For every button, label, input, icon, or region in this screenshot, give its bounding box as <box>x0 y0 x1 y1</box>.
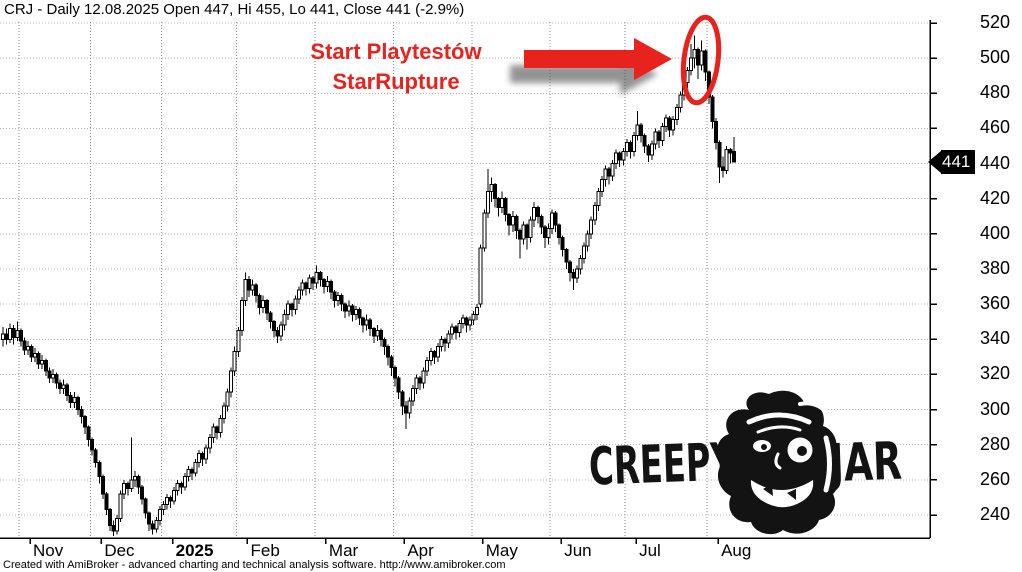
annotation-line1: Start Playtestów <box>310 39 482 64</box>
x-axis-label: Mar <box>328 541 359 560</box>
y-axis-label: 460 <box>979 117 1010 138</box>
y-axis-label: 480 <box>979 82 1010 103</box>
y-axis-label: 240 <box>979 504 1010 524</box>
x-axis-label: Dec <box>104 541 135 560</box>
y-axis-label: 340 <box>979 328 1010 349</box>
y-axis-label: 300 <box>979 398 1010 419</box>
y-axis-label: 400 <box>979 222 1010 243</box>
y-axis-label: 380 <box>979 258 1010 278</box>
last-price-badge: 441 <box>928 149 976 174</box>
x-axis-label: Apr <box>407 541 434 560</box>
last-price-value: 441 <box>941 149 976 174</box>
y-axis-label: 280 <box>979 433 1010 454</box>
badge-arrow-icon <box>928 150 941 173</box>
x-axis-label: Aug <box>721 541 752 560</box>
y-axis-label: 360 <box>979 293 1010 314</box>
y-axis-label: 500 <box>979 47 1010 68</box>
x-axis-label: Feb <box>250 541 280 560</box>
y-axis-label: 320 <box>979 363 1010 384</box>
y-axis-label: 260 <box>979 468 1010 489</box>
annotation-line2: StarRupture <box>332 69 460 94</box>
chart-title: CRJ - Daily 12.08.2025 Open 447, Hi 455,… <box>4 1 465 18</box>
y-axis-label: 420 <box>979 187 1010 208</box>
x-axis-label: Jun <box>564 541 592 560</box>
x-axis-label: 2025 <box>175 541 214 560</box>
amibroker-credit: Created with AmiBroker - advanced charti… <box>3 559 506 571</box>
y-axis-label: 520 <box>979 12 1010 32</box>
x-axis-label: Nov <box>33 541 64 560</box>
x-axis-label: Jul <box>639 541 661 560</box>
annotation-text: Start Playtestów StarRupture <box>266 37 526 97</box>
y-axis-label: 440 <box>979 152 1010 173</box>
x-axis-label: May <box>485 541 518 560</box>
